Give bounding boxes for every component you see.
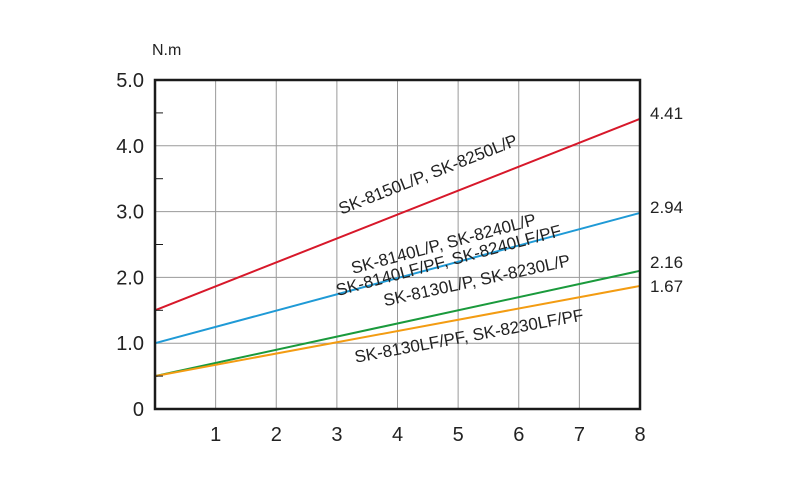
series-end-label: 2.94 [650, 198, 683, 217]
series-line [154, 284, 641, 378]
y-tick-label: 1.0 [116, 333, 144, 355]
x-tick-label: 8 [634, 424, 645, 446]
series-label: SK-8150L/P, SK-8250L/P [336, 131, 520, 219]
x-tick-label: 2 [271, 424, 282, 446]
x-tick-label: 6 [513, 424, 524, 446]
y-tick-label: 5.0 [116, 70, 144, 92]
x-tick-label: 5 [453, 424, 464, 446]
series-line [154, 117, 641, 312]
x-tick-label: 7 [574, 424, 585, 446]
series-end-label: 4.41 [650, 104, 683, 123]
tick-layer: 1 2 3 4 5 6 7 8 0 1.0 2.0 3.0 4.0 5.0 [116, 70, 645, 446]
x-tick-label: 4 [392, 424, 403, 446]
series-label: SK-8130LF/PF, SK-8230LF/PF [353, 306, 585, 367]
series-layer [154, 117, 641, 378]
y-tick-label: 3.0 [116, 202, 144, 224]
y-axis-unit-label: N.m [152, 42, 181, 59]
x-tick-label: 1 [210, 424, 221, 446]
x-tick-label: 3 [331, 424, 342, 446]
y-tick-label: 4.0 [116, 136, 144, 158]
series-line [154, 269, 641, 378]
series-end-label: 1.67 [650, 277, 683, 296]
y-tick-label: 2.0 [116, 267, 144, 289]
series-line [154, 211, 641, 345]
series-end-label: 2.16 [650, 253, 683, 272]
y-tick-label: 0 [133, 399, 144, 421]
